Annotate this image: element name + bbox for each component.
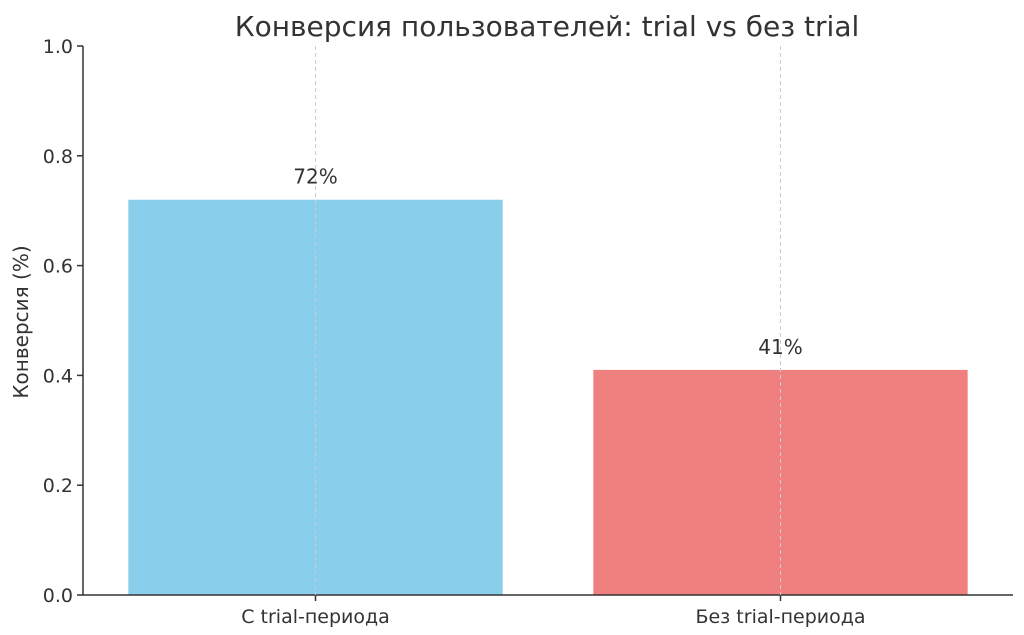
x-tick-label: C trial-периода	[241, 606, 390, 628]
y-tick-label: 0.8	[43, 146, 73, 168]
y-ticks-layer: 0.0 0.2 0.4 0.6 0.8 1.0	[43, 36, 83, 607]
x-ticks-layer: C trial-периода Без trial-периода	[241, 595, 866, 628]
y-axis-label: Конверсия (%)	[9, 245, 33, 398]
y-tick-label: 0.0	[43, 585, 73, 607]
y-tick-label: 0.2	[43, 475, 73, 497]
data-labels-layer: 72% 41%	[293, 165, 802, 359]
data-label-2: 41%	[758, 335, 802, 359]
x-tick-label: Без trial-периода	[695, 606, 865, 628]
y-tick-label: 0.6	[43, 256, 73, 278]
data-label-1: 72%	[293, 165, 337, 189]
y-tick-label: 0.4	[43, 365, 73, 387]
chart-title: Конверсия пользователей: trial vs без tr…	[235, 10, 860, 43]
grid-layer	[315, 46, 781, 595]
bars-layer	[128, 199, 968, 595]
y-tick-label: 1.0	[43, 36, 73, 58]
